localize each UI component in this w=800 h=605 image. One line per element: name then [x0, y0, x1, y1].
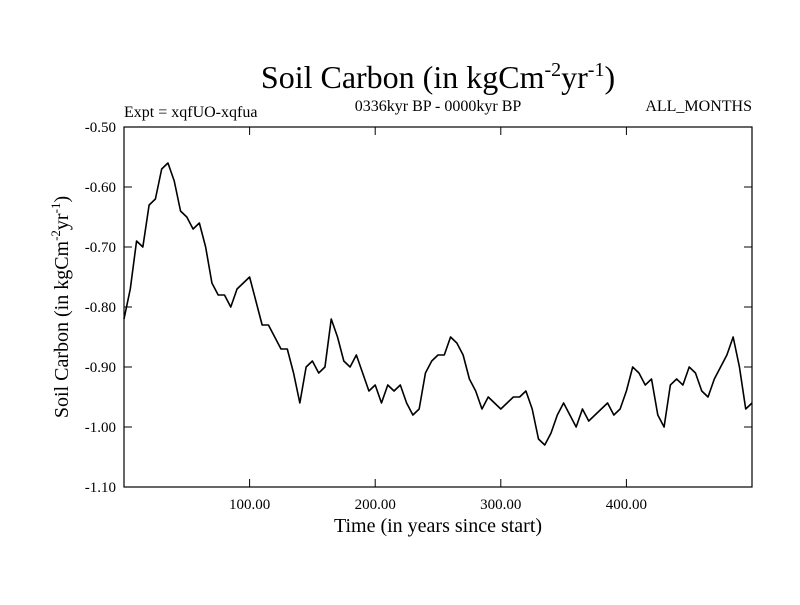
chart-title: Soil Carbon (in kgCm-2yr-1) — [261, 59, 615, 95]
y-tick-label: -1.10 — [85, 480, 116, 496]
x-tick-label: 300.00 — [480, 497, 521, 513]
y-tick-label: -0.70 — [85, 240, 116, 256]
ticks-layer: -0.50 -0.60 -0.70 -0.80 -0.90 -1.00 -1.10 100.0… — [85, 120, 752, 513]
y-tick-label: -0.50 — [85, 120, 116, 136]
y-tick-label: -0.90 — [85, 360, 116, 376]
x-tick-label: 200.00 — [355, 497, 396, 513]
period-label: 0336kyr BP - 0000kyr BP — [355, 98, 522, 115]
experiment-label: Expt = xqfUO-xqfua — [124, 104, 257, 121]
x-tick-label: 100.00 — [229, 497, 270, 513]
y-tick-label: -0.60 — [85, 180, 116, 196]
series-line-soil-carbon — [123, 162, 753, 446]
series-layer — [123, 162, 753, 446]
x-axis-label: Time (in years since start) — [334, 515, 542, 537]
y-tick-label: -0.80 — [85, 300, 116, 316]
x-tick-label: 400.00 — [606, 497, 647, 513]
months-label: ALL_MONTHS — [645, 98, 752, 115]
y-axis-label: Soil Carbon (in kgCm-2yr-1) — [48, 196, 73, 418]
plot-frame — [123, 126, 753, 488]
y-tick-label: -1.00 — [85, 420, 116, 436]
